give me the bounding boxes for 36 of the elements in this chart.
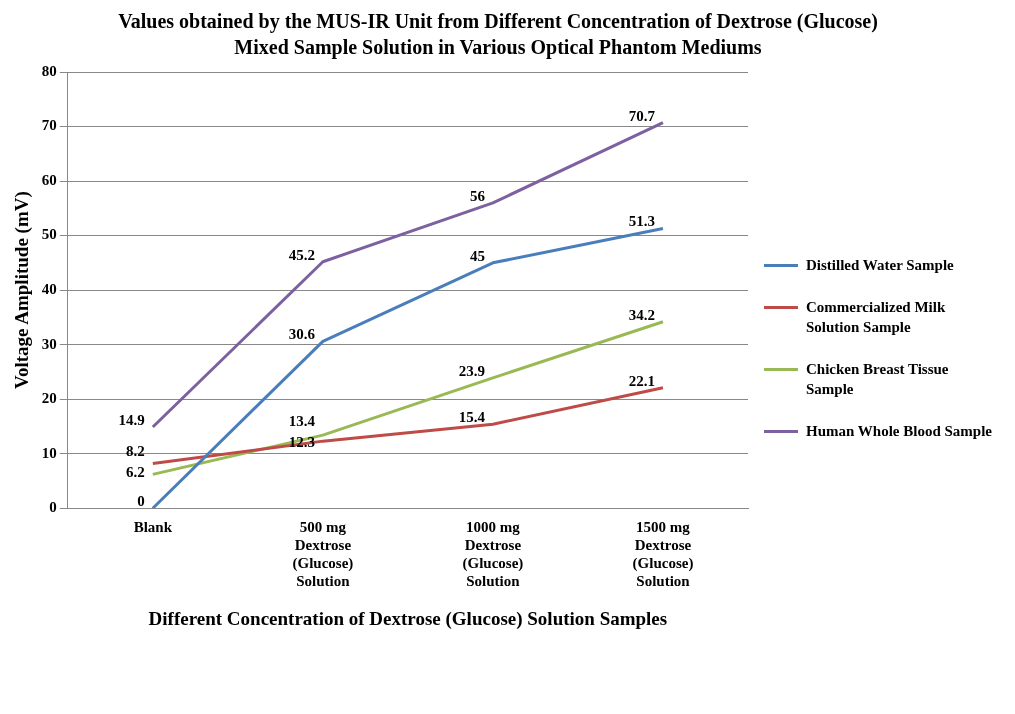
data-label: 22.1 [628,372,655,389]
y-tick-label: 80 [41,62,57,79]
chart-title: Values obtained by the MUS-IR Unit from Different Concentration of Dextrose (Glucose) Mixed Sample Solution in Various Optical Phantom Mediums [118,9,878,60]
x-axis-title: Different Concentration of Dextrose (Glucose) Solution Samples [148,607,668,630]
data-label: 6.2 [126,464,145,481]
legend-label: Commercialized Milk Solution Sample [806,297,947,337]
data-label: 45 [469,247,485,264]
x-tick-label: 500 mg Dextrose (Glucose) Solution [292,519,354,590]
y-tick-label: 70 [41,117,57,134]
y-tick-label: 0 [49,499,57,516]
data-label: 45.2 [288,246,315,263]
y-tick-label: 30 [41,335,57,352]
y-tick-label: 20 [41,390,57,407]
data-label: 56 [469,187,486,204]
x-tick-label: 1000 mg Dextrose (Glucose) Solution [462,519,524,590]
y-tick-label: 10 [41,444,57,461]
y-tick-label: 40 [41,280,57,297]
data-label: 70.7 [628,107,656,124]
data-label: 0 [137,493,145,510]
data-label: 13.4 [288,412,316,429]
data-label: 34.2 [628,306,655,323]
y-tick-label: 60 [41,171,57,188]
data-label: 51.3 [628,213,655,230]
data-label: 30.6 [288,326,316,343]
legend-label: Distilled Water Sample [806,255,954,275]
data-label: 14.9 [118,411,145,428]
x-tick-label: 1500 mg Dextrose (Glucose) Solution [632,519,694,590]
data-label: 12.3 [288,433,315,450]
data-label: 23.9 [458,362,485,379]
legend-label: Chicken Breast Tissue Sample [806,359,950,399]
data-label: 15.4 [458,409,486,426]
data-label: 8.2 [126,443,145,460]
legend-label: Human Whole Blood Sample [806,421,993,441]
y-tick-label: 50 [41,226,57,243]
y-axis-title: Voltage Amplitude (mV) [11,191,34,389]
x-tick-label: Blank [133,519,173,536]
